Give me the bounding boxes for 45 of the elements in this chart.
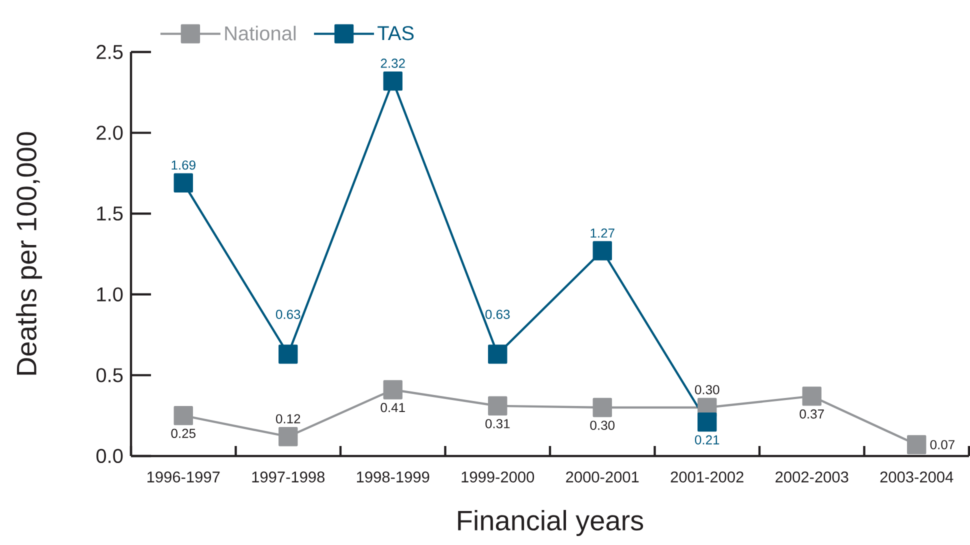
y-tick-label: 2.5 (96, 44, 123, 60)
data-label: 2.32 (380, 58, 405, 68)
point (907, 435, 926, 454)
x-tick-label: 1999-2000 (462, 472, 534, 482)
point (278, 344, 298, 364)
x-tick-label: 2001-2002 (670, 472, 744, 482)
x-tick-label: 2003-2004 (880, 472, 954, 482)
x-tick-label: 2002-2003 (776, 472, 848, 482)
data-label: 0.41 (380, 402, 405, 412)
y-tick-label: 0.0 (96, 448, 123, 464)
point (802, 386, 822, 406)
point (488, 396, 508, 416)
data-label: 0.25 (171, 428, 196, 438)
data-label: 0.12 (276, 414, 300, 424)
y-tick-label: 0.5 (96, 368, 123, 382)
point (278, 426, 298, 446)
data-label: 0.07 (930, 440, 954, 450)
legend-label: National (225, 26, 296, 40)
x-axis-title: Financial years (458, 510, 644, 536)
x-tick-label: 1996-1997 (147, 472, 220, 482)
data-label: 0.30 (694, 385, 720, 394)
point (592, 241, 612, 260)
point (488, 344, 508, 364)
data-label: 0.30 (590, 420, 615, 430)
point (592, 398, 612, 418)
data-label: 0.31 (485, 419, 510, 428)
point (174, 173, 193, 192)
point (698, 412, 717, 432)
legend-label: TAS (378, 26, 414, 40)
point (383, 380, 402, 400)
y-tick-label: 1.5 (97, 206, 123, 221)
x-tick-label: 1997-1998 (252, 472, 325, 482)
point (383, 71, 402, 91)
data-label: 0.21 (694, 435, 720, 444)
point (174, 406, 193, 426)
x-tick-label: 1998-1999 (356, 472, 430, 482)
data-label: 0.63 (276, 310, 300, 319)
data-label: 0.63 (485, 310, 510, 319)
y-tick-label: 2.0 (96, 126, 123, 140)
y-tick-label: 1.0 (97, 287, 123, 302)
x-tick-label: 2000-2001 (566, 472, 639, 482)
y-axis-title: Deaths per 100,000 (16, 132, 42, 375)
data-label: 1.27 (590, 228, 614, 238)
data-label: 1.69 (172, 160, 196, 170)
data-label: 0.37 (800, 409, 824, 419)
